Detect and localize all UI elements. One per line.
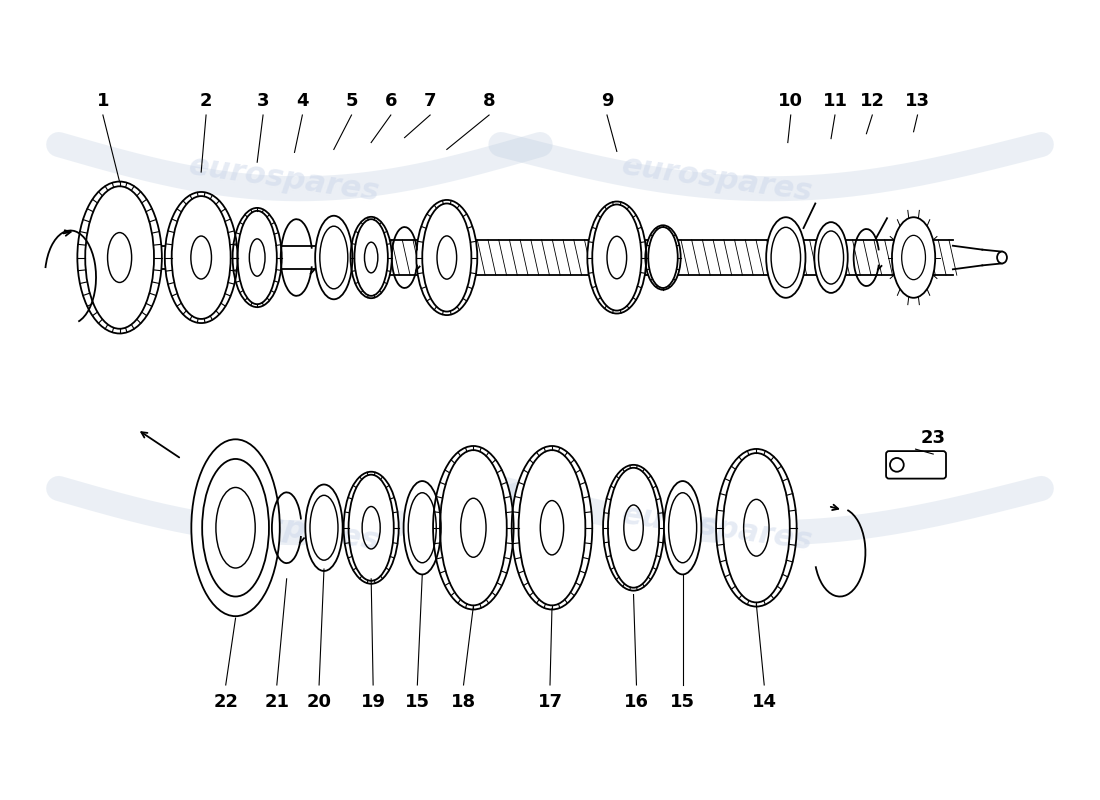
Ellipse shape (165, 192, 238, 323)
Ellipse shape (664, 481, 702, 574)
Ellipse shape (716, 449, 796, 606)
Text: eurospares: eurospares (619, 500, 814, 555)
Text: 13: 13 (905, 92, 930, 110)
Ellipse shape (315, 216, 352, 299)
Ellipse shape (892, 218, 935, 298)
Bar (108, 246, 363, 270)
Ellipse shape (603, 465, 664, 590)
Ellipse shape (343, 472, 398, 584)
Text: 3: 3 (256, 92, 270, 110)
Text: 15: 15 (405, 693, 430, 711)
Text: 12: 12 (860, 92, 884, 110)
Ellipse shape (77, 182, 162, 334)
Ellipse shape (404, 481, 441, 574)
Text: eurospares: eurospares (187, 151, 382, 206)
Text: 22: 22 (213, 693, 239, 711)
Text: 16: 16 (624, 693, 649, 711)
Text: eurospares: eurospares (619, 151, 814, 206)
Text: 8: 8 (483, 92, 495, 110)
Ellipse shape (433, 446, 514, 610)
Bar (363, 240, 953, 275)
Text: 17: 17 (538, 693, 562, 711)
Text: 10: 10 (778, 92, 803, 110)
Text: 2: 2 (200, 92, 212, 110)
Text: 21: 21 (264, 693, 289, 711)
Text: 14: 14 (751, 693, 777, 711)
Text: 23: 23 (921, 429, 946, 447)
Ellipse shape (997, 252, 1006, 263)
Text: 19: 19 (361, 693, 386, 711)
Ellipse shape (417, 200, 477, 315)
Text: 4: 4 (296, 92, 309, 110)
Text: 9: 9 (601, 92, 613, 110)
Ellipse shape (512, 446, 592, 610)
Ellipse shape (587, 202, 647, 314)
Ellipse shape (646, 226, 681, 290)
Text: 5: 5 (345, 92, 358, 110)
Circle shape (890, 458, 904, 472)
Text: 15: 15 (670, 693, 695, 711)
Text: 1: 1 (97, 92, 109, 110)
Text: eurospares: eurospares (187, 500, 382, 555)
Ellipse shape (814, 222, 848, 293)
Text: 20: 20 (307, 693, 331, 711)
Text: 11: 11 (823, 92, 847, 110)
Ellipse shape (232, 208, 282, 307)
Text: 6: 6 (385, 92, 397, 110)
FancyBboxPatch shape (887, 451, 946, 478)
Ellipse shape (351, 217, 392, 298)
Text: 18: 18 (451, 693, 476, 711)
Text: 7: 7 (424, 92, 437, 110)
Ellipse shape (306, 485, 343, 571)
Ellipse shape (191, 439, 279, 616)
Ellipse shape (767, 218, 805, 298)
